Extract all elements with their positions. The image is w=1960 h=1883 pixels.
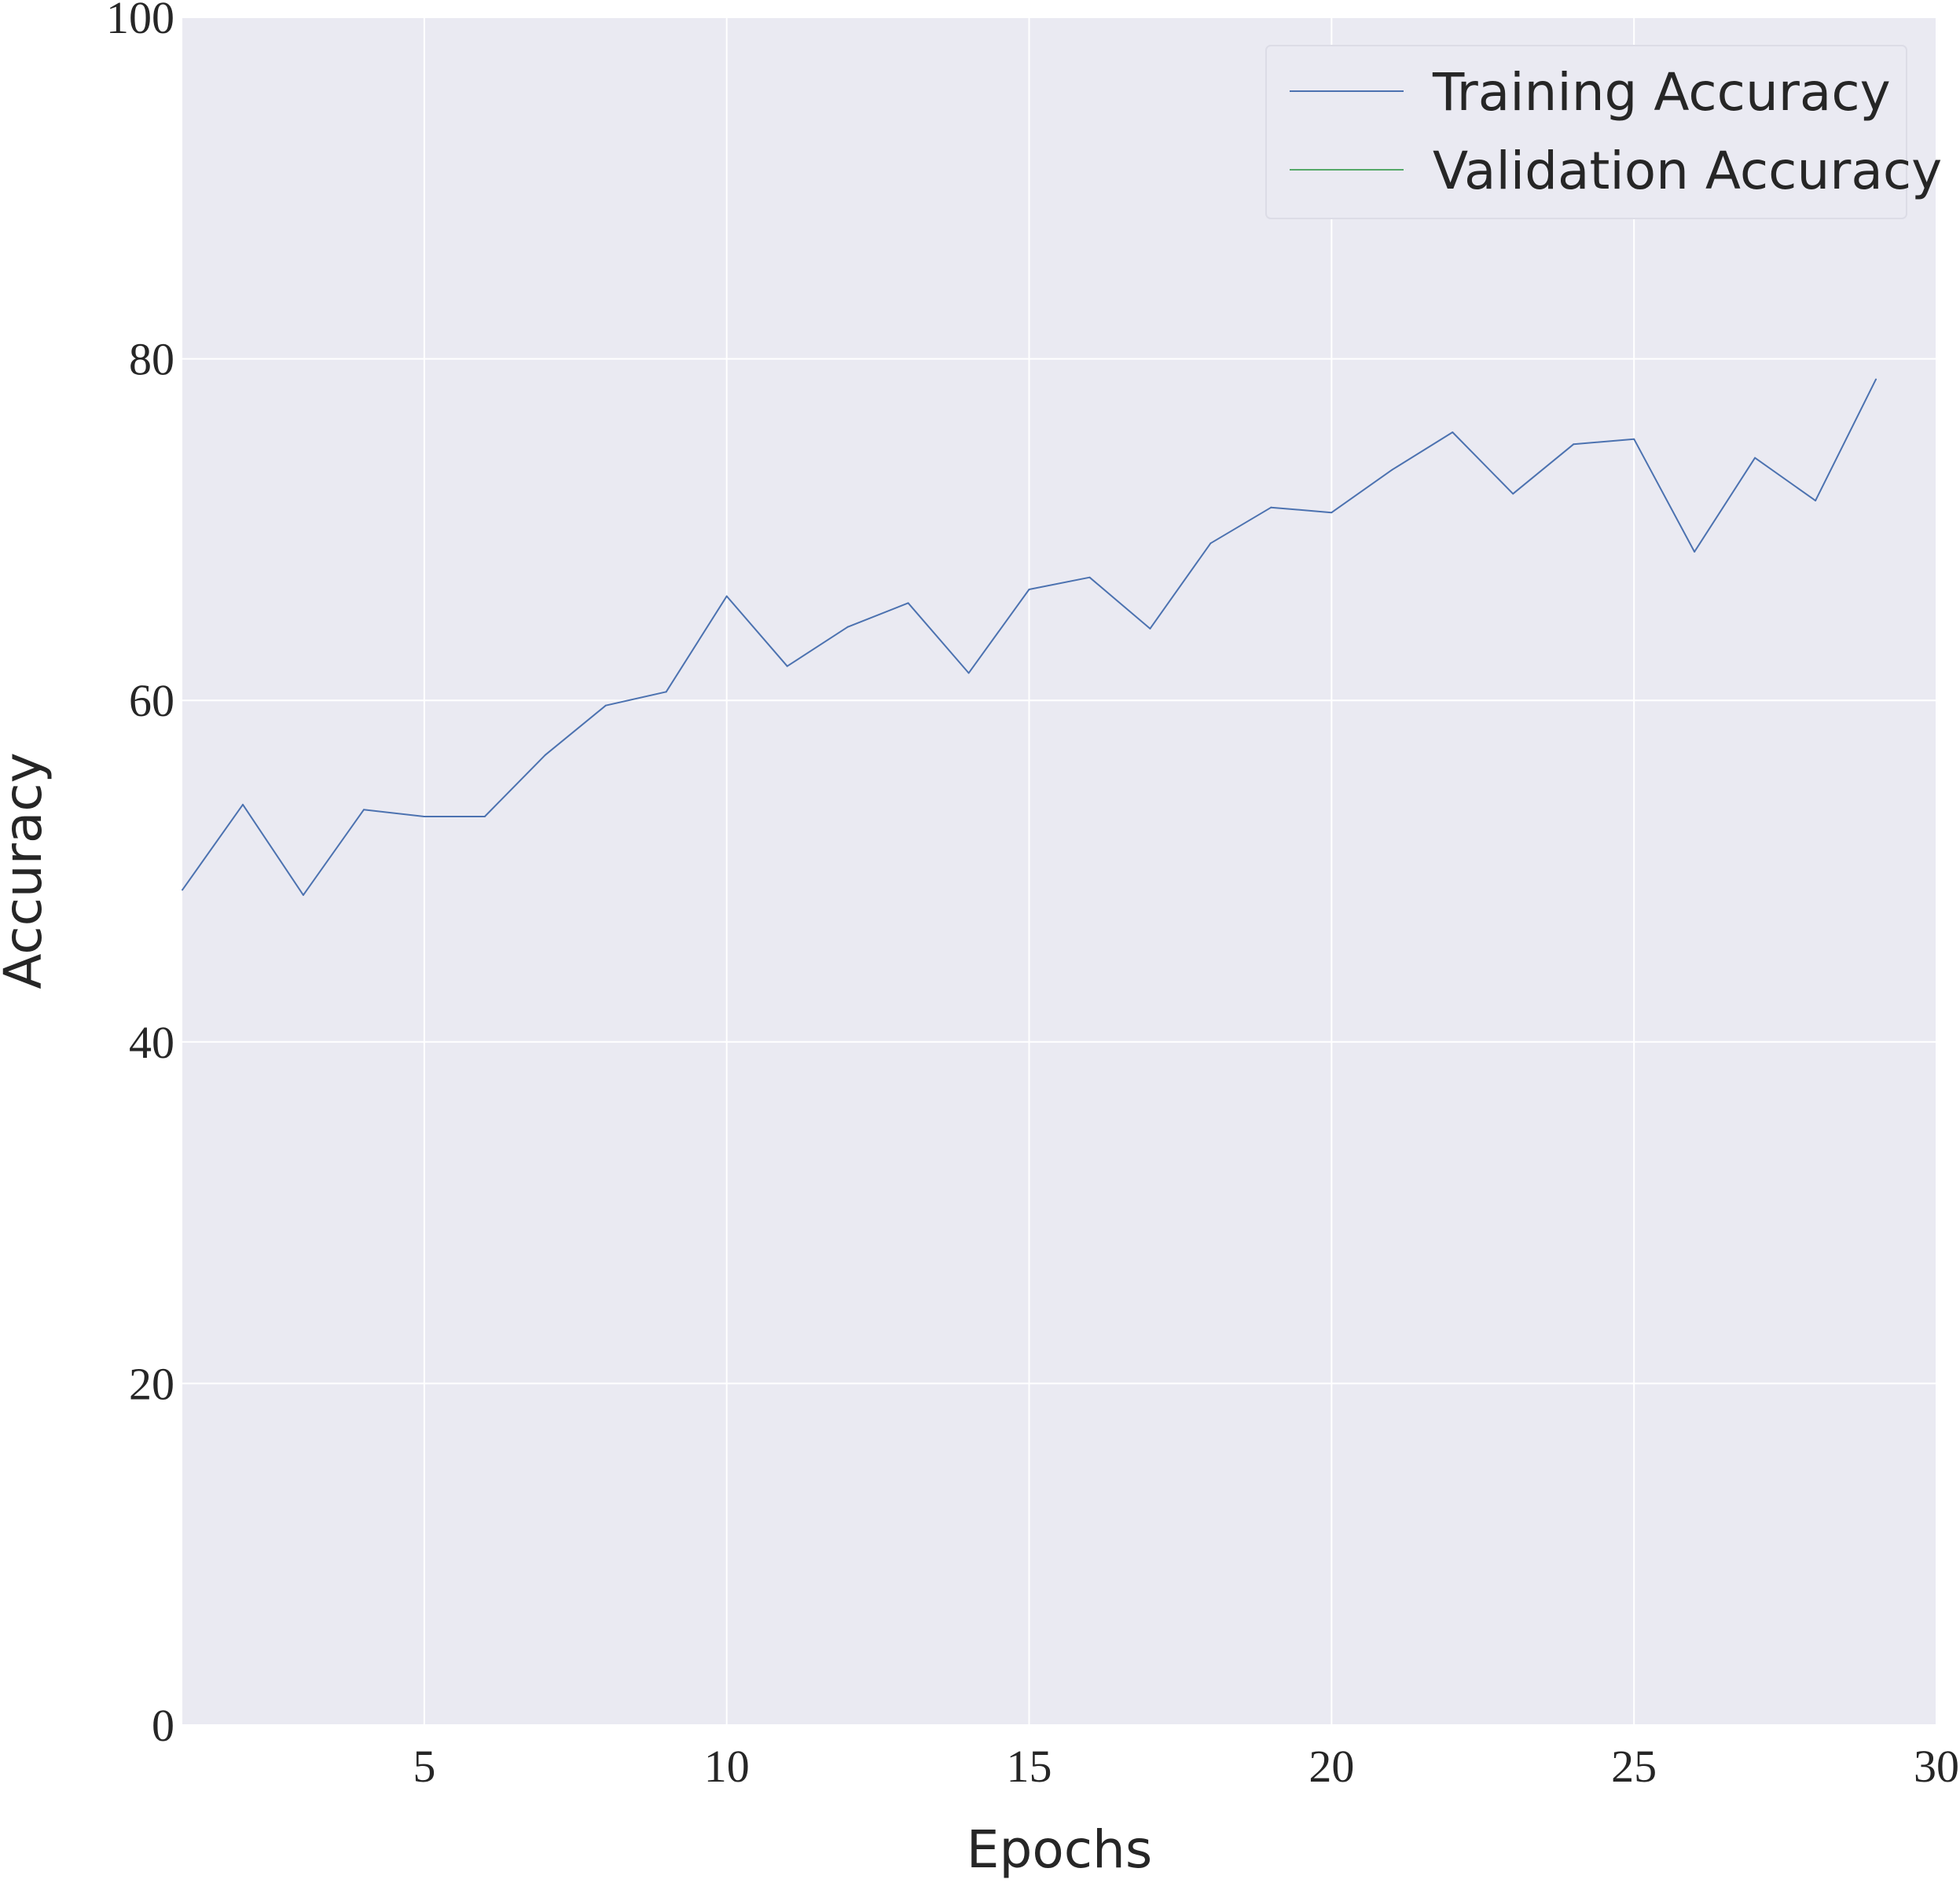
grid-lines [182,17,1937,1726]
y-axis-label: Accuracy [0,752,53,989]
x-tick-label: 10 [704,1741,750,1792]
series-lines [182,378,1877,896]
data-point [302,894,304,896]
data-point [1875,378,1877,380]
y-tick-label: 100 [106,0,174,43]
data-point [544,754,546,756]
data-point [1270,506,1272,508]
x-tick-label: 15 [1007,1741,1052,1792]
x-tick-label: 20 [1309,1741,1354,1792]
y-tick-label: 20 [129,1358,174,1409]
data-point [1149,627,1151,630]
tick-labels: 0 20 40 60 80 100 5 10 15 20 25 30 [106,0,1959,1792]
legend-label: Validation Accuracy [1433,141,1942,201]
y-tick-label: 0 [152,1700,174,1751]
data-point [483,815,486,817]
legend: Training Accuracy Validation Accuracy [1265,45,1942,219]
data-point [846,626,849,628]
y-tick-label: 80 [129,334,174,385]
data-point [1815,499,1817,501]
legend-box [1265,45,1907,219]
data-point [423,815,425,817]
data-point [362,809,365,811]
x-axis-label: Epochs [967,1819,1152,1879]
plot-background [182,17,1936,1725]
data-point [1452,431,1454,434]
x-tick-label: 25 [1611,1741,1657,1792]
data-point [1694,551,1696,553]
data-point [1633,438,1635,440]
data-point [182,889,183,891]
data-point [1754,457,1756,459]
data-point [1028,588,1030,590]
y-tick-label: 60 [129,675,174,726]
data-point [604,704,607,707]
x-tick-label: 30 [1914,1741,1959,1792]
data-point [907,602,909,604]
data-point [725,595,728,597]
data-point [1391,468,1393,471]
data-point [786,665,788,667]
data-point [967,672,970,674]
legend-label: Training Accuracy [1432,62,1891,123]
x-tick-label: 5 [413,1741,435,1792]
data-point [1573,443,1575,446]
data-point [1088,576,1091,578]
y-tick-label: 40 [129,1017,174,1068]
data-point [1209,542,1212,545]
data-point [1331,512,1333,514]
data-point [241,803,244,806]
data-point [1512,493,1514,495]
data-point [665,691,667,693]
